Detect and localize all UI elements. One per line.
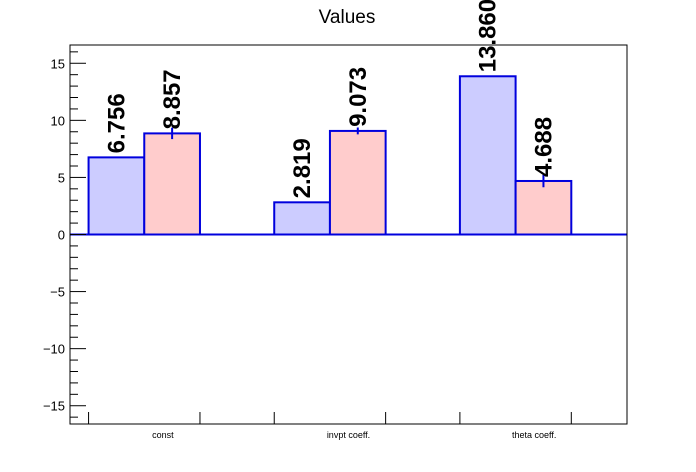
error-bars-group: [171, 127, 545, 188]
data-label-1-0: 8.857: [159, 69, 186, 129]
bar-series-0-0: [87, 156, 146, 236]
data-label-0-1: 2.819: [289, 138, 316, 198]
x-axis: const invpt coeff. theta coeff.: [88, 412, 572, 440]
y-tick-label: 15: [51, 56, 65, 71]
y-tick-label: 0: [58, 228, 65, 243]
y-tick-label: 5: [58, 170, 65, 185]
data-label-0-2: 13.860: [475, 0, 502, 72]
bar-series-1-2: [514, 179, 573, 236]
chart-title: Values: [319, 7, 376, 28]
bars-group: [87, 75, 573, 236]
bar-series-1-1: [328, 129, 387, 236]
data-label-0-0: 6.756: [103, 93, 130, 153]
data-label-1-1: 9.073: [345, 67, 372, 127]
data-labels-group: 6.756 2.819 13.860 8.857 9.073 4.688: [103, 0, 557, 198]
y-tick-label: −10: [43, 342, 65, 357]
bar-series-1-0: [143, 132, 201, 236]
bar-series-0-2: [458, 75, 517, 236]
y-tick-label: −15: [43, 399, 65, 414]
y-tick-label: 10: [51, 113, 65, 128]
data-label-1-2: 4.688: [530, 117, 557, 177]
y-tick-label: −5: [50, 285, 65, 300]
x-category-label: invpt coeff.: [327, 430, 370, 440]
bar-series-0-1: [273, 201, 331, 236]
y-axis: −15 −10 −5 0 5 10 15: [43, 51, 86, 418]
x-category-label: const: [152, 430, 174, 440]
x-category-label: theta coeff.: [512, 430, 556, 440]
